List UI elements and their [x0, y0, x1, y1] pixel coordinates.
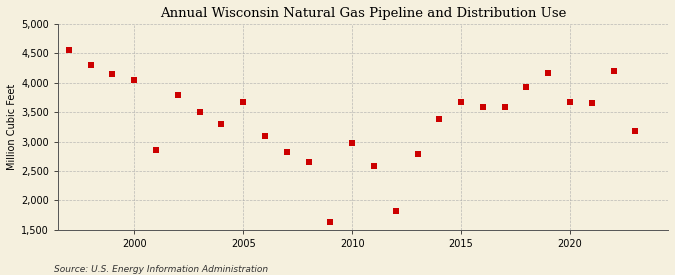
Point: [260, 133, 271, 138]
Text: Source: U.S. Energy Information Administration: Source: U.S. Energy Information Administ…: [54, 265, 268, 274]
Title: Annual Wisconsin Natural Gas Pipeline and Distribution Use: Annual Wisconsin Natural Gas Pipeline an…: [160, 7, 566, 20]
Point: [390, 209, 401, 213]
Point: [543, 71, 554, 76]
Point: [412, 152, 423, 156]
Point: [564, 100, 575, 104]
Point: [216, 122, 227, 127]
Point: [281, 150, 292, 154]
Point: [194, 109, 205, 114]
Point: [456, 100, 466, 104]
Y-axis label: Million Cubic Feet: Million Cubic Feet: [7, 84, 17, 170]
Point: [129, 78, 140, 82]
Point: [587, 101, 597, 106]
Point: [500, 105, 510, 110]
Point: [85, 63, 96, 67]
Point: [172, 93, 183, 97]
Point: [63, 48, 74, 52]
Point: [107, 72, 118, 76]
Point: [369, 163, 379, 168]
Point: [238, 100, 248, 104]
Point: [477, 105, 488, 110]
Point: [151, 148, 161, 153]
Point: [434, 116, 445, 121]
Point: [608, 69, 619, 73]
Point: [521, 85, 532, 89]
Point: [630, 129, 641, 133]
Point: [303, 160, 314, 164]
Point: [347, 141, 358, 145]
Point: [325, 219, 335, 224]
